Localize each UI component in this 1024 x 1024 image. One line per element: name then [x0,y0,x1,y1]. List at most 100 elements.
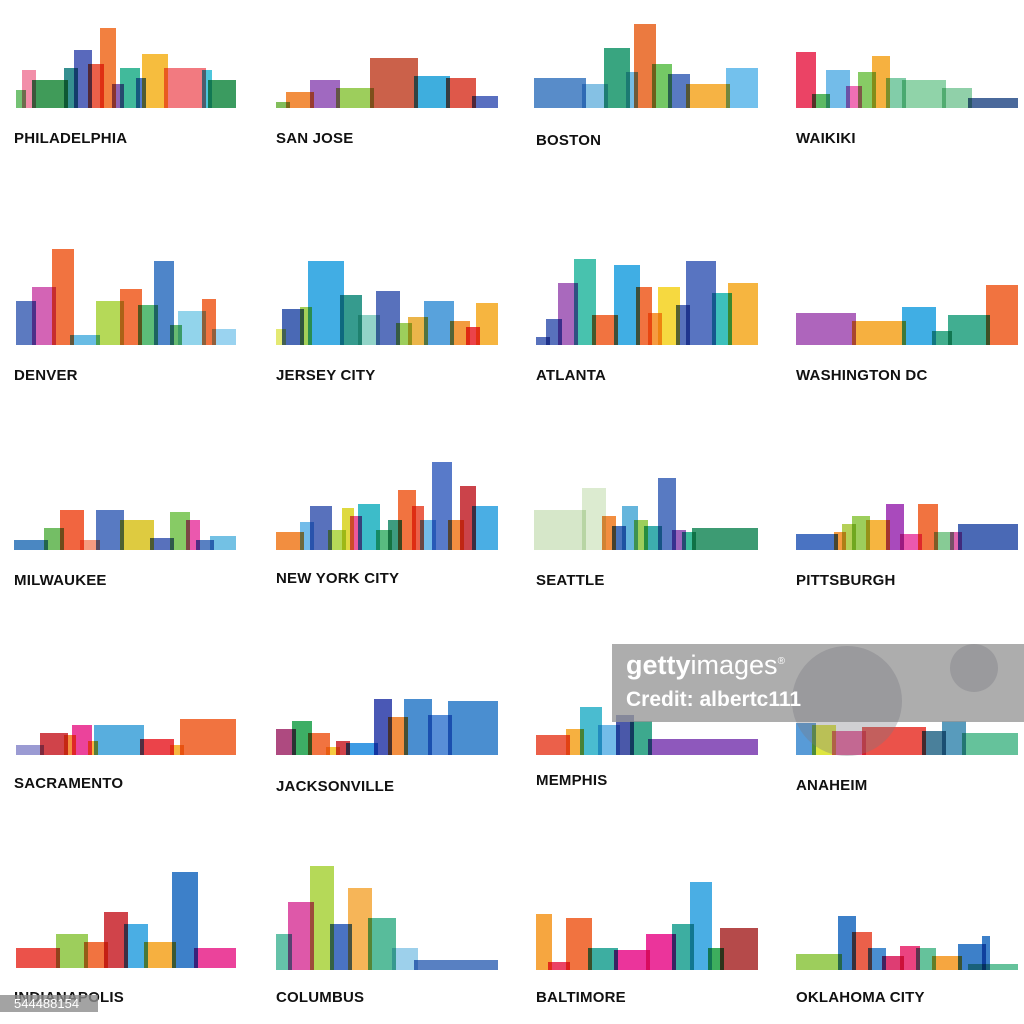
skyline-illustration [14,872,236,968]
building-shape [330,924,352,970]
building-shape [886,504,904,550]
skyline-illustration [536,665,758,755]
skyline-card: PITTSBURGH [782,0,1024,589]
building-shape [414,960,498,970]
logo-light: images [690,650,778,680]
building-shape [172,872,198,968]
building-shape [918,504,938,550]
skyline-illustration [796,18,1018,108]
skyline-illustration [536,255,758,345]
building-shape [154,261,174,345]
building-shape [70,335,100,345]
city-label: BOSTON [536,132,602,149]
skyline-illustration [276,866,498,970]
building-shape [472,506,498,550]
building-shape [80,540,100,550]
building-shape [150,538,174,550]
building-shape [592,315,618,345]
skyline-card: COLUMBUS [262,0,522,1006]
skyline-card: BOSTON [522,0,782,210]
skyline-card: OKLAHOMA CITY [782,0,1024,1006]
building-shape [388,717,408,755]
building-shape [858,72,876,108]
building-shape [630,721,652,755]
credit-text: Credit: albertc111 [626,688,802,711]
building-shape [120,68,140,108]
building-shape [644,526,662,550]
getty-logo: gettyimages® [626,650,785,681]
skyline-card: MEMPHIS [522,0,782,789]
city-label: COLUMBUS [276,989,365,1006]
building-shape [88,741,98,755]
building-shape [398,490,416,550]
city-label: MEMPHIS [536,772,608,789]
skyline-illustration [796,460,1018,550]
building-shape [872,56,890,108]
building-shape [852,321,906,345]
building-shape [276,532,304,550]
building-shape [588,948,618,970]
skyline-illustration [276,665,498,755]
building-shape [346,743,378,755]
building-shape [16,948,60,968]
skyline-illustration [14,18,236,108]
building-shape [476,303,498,345]
city-label: ATLANTA [536,367,606,384]
building-shape [962,733,1018,755]
building-shape [882,956,904,970]
building-shape [340,295,362,345]
city-label: SAN JOSE [276,130,354,147]
building-shape [472,96,498,108]
building-shape [292,721,312,755]
building-shape [282,309,304,345]
building-shape [194,948,236,968]
city-label: WASHINGTON DC [796,367,928,384]
building-shape [16,90,26,108]
building-shape [932,956,962,970]
building-shape [720,928,758,970]
building-shape [948,315,990,345]
building-shape [310,80,340,108]
building-shape [796,313,856,345]
building-shape [120,520,154,550]
building-shape [32,80,68,108]
building-shape [74,50,92,108]
building-shape [140,739,174,755]
building-shape [404,699,432,755]
skyline-illustration [534,460,758,550]
building-shape [424,301,454,345]
building-shape [968,964,1018,970]
skyline-card: WAIKIKI [782,0,1024,210]
building-shape [574,259,596,345]
building-shape [852,932,872,970]
city-label: SEATTLE [536,572,605,589]
building-shape [40,733,68,755]
skyline-card: SAN JOSE [262,0,522,210]
building-shape [982,936,990,970]
building-shape [692,528,758,550]
building-shape [408,317,428,345]
building-shape [932,331,952,345]
building-shape [536,337,550,345]
building-shape [358,504,380,550]
building-shape [202,70,212,108]
building-shape [446,78,476,108]
building-shape [902,80,946,108]
building-shape [178,311,206,345]
skyline-illustration [276,18,498,108]
building-shape [94,725,144,755]
building-shape [310,506,332,550]
building-shape [690,882,712,970]
building-shape [72,725,92,755]
registered-mark: ® [777,656,785,667]
building-shape [370,58,418,108]
building-shape [796,52,816,108]
building-shape [180,719,236,755]
building-shape [900,946,920,970]
building-shape [672,924,694,970]
skyline-card: WASHINGTON DC [782,0,1024,384]
skyline-card: JERSEY CITY [262,0,522,384]
city-label: OKLAHOMA CITY [796,989,925,1006]
skyline-card: ANAHEIM [782,0,1024,794]
skyline-card: ATLANTA [522,0,782,384]
